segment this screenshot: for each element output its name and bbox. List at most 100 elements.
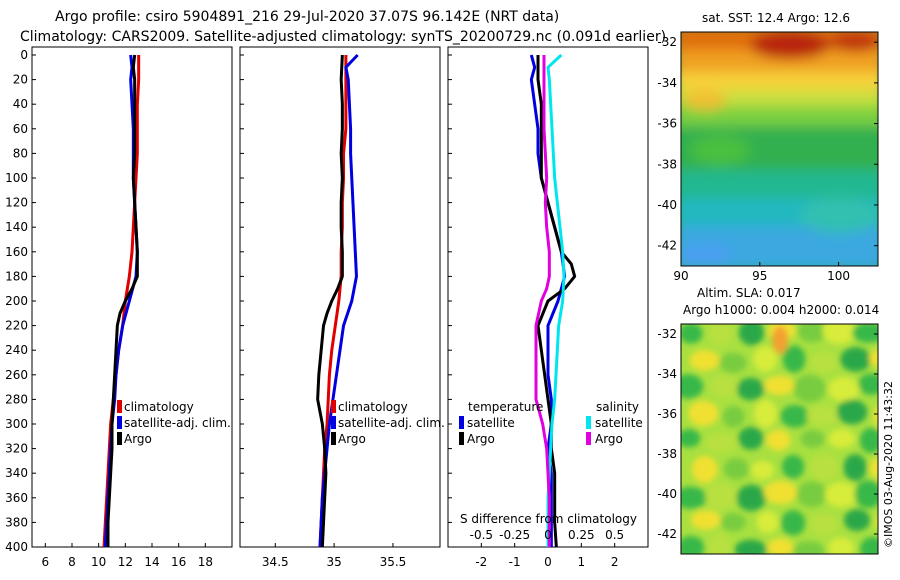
sla-blob xyxy=(859,427,878,454)
depth-tick-label: 380 xyxy=(5,515,28,529)
sla-blob xyxy=(681,486,708,509)
map-y-tick-label: -36 xyxy=(657,117,677,131)
series-argo xyxy=(316,54,344,548)
sla-blob xyxy=(753,346,778,372)
sla-blob xyxy=(766,429,791,451)
series-salinity-argo xyxy=(534,55,551,547)
legend-label-temp-argo: Argo xyxy=(467,432,495,446)
depth-tick-label: 120 xyxy=(5,196,28,210)
salinity-panel xyxy=(239,46,441,548)
sla-map-title-2: Argo h1000: 0.004 h2000: 0.014 xyxy=(683,303,879,317)
legend-label-sal-satellite: satellite xyxy=(595,416,643,430)
map-y-tick-label: -40 xyxy=(657,487,677,501)
sla-blob xyxy=(708,533,732,554)
credit-text: ©IMOS 03-Aug-2020 11:43:32 xyxy=(882,381,895,548)
x-tick-label: -1 xyxy=(509,555,521,569)
legend-swatch-argo xyxy=(331,432,336,445)
sla-blob xyxy=(809,352,838,373)
sla-blob xyxy=(828,376,860,402)
depth-tick-label: 260 xyxy=(5,368,28,382)
sla-map-image xyxy=(681,324,878,554)
sla-blob xyxy=(753,399,778,428)
sla-blob xyxy=(809,513,839,536)
x-tick-label: 10 xyxy=(91,555,106,569)
legend-label-satellite-adj: satellite-adj. clim. xyxy=(338,416,445,430)
sla-blob xyxy=(736,484,767,512)
x-tick-label: -2 xyxy=(475,555,487,569)
sla-blob xyxy=(681,535,705,554)
sla-blob xyxy=(719,352,747,374)
sla-blob xyxy=(681,324,703,344)
sla-blob xyxy=(780,404,810,428)
temperature-panel xyxy=(31,46,233,548)
x-tick-label: 2 xyxy=(611,555,619,569)
legend-swatch-climatology xyxy=(117,400,122,413)
sla-blob xyxy=(709,324,733,347)
x-tick-label: 1 xyxy=(578,555,586,569)
sla-blob xyxy=(681,374,704,399)
salinity-legend: climatology satellite-adj. clim. Argo xyxy=(331,400,445,446)
map-y-tick-label: -36 xyxy=(657,407,677,421)
sla-blob xyxy=(851,324,878,343)
sla-blob xyxy=(793,374,826,403)
sla-blob xyxy=(860,536,878,554)
sla-blob xyxy=(854,480,878,509)
s-tick-label: 0.25 xyxy=(568,528,595,542)
depth-tick-label: 20 xyxy=(13,73,28,87)
legend-swatch-temp-argo xyxy=(459,432,464,445)
depth-tick-label: 140 xyxy=(5,220,28,234)
map-y-tick-label: -40 xyxy=(657,198,677,212)
sla-blob xyxy=(688,400,719,427)
sla-blob xyxy=(750,460,774,480)
map-y-tick-label: -38 xyxy=(657,157,677,171)
sla-blob xyxy=(738,426,764,450)
depth-tick-label: 60 xyxy=(13,122,28,136)
sla-blob xyxy=(828,428,856,449)
sla-blob xyxy=(681,429,701,448)
sla-map-title-1: Altim. SLA: 0.017 xyxy=(697,286,801,300)
depth-tick-label: 0 xyxy=(20,48,28,62)
sla-blob xyxy=(705,433,738,453)
x-tick-label: 8 xyxy=(68,555,76,569)
sla-blob xyxy=(782,345,806,373)
legend-swatch-temp-satellite xyxy=(459,416,464,429)
x-tick-label: 18 xyxy=(198,555,213,569)
sst-map-title: sat. SST: 12.4 Argo: 12.6 xyxy=(702,11,850,25)
legend-heading-temperature: temperature xyxy=(468,400,543,414)
s-tick-label: 0 xyxy=(544,528,552,542)
map-y-tick-label: -38 xyxy=(657,447,677,461)
x-tick-label: 34.5 xyxy=(262,555,289,569)
legend-heading-salinity: salinity xyxy=(596,400,639,414)
title-line-2: Climatology: CARS2009. Satellite-adjuste… xyxy=(20,29,666,45)
sla-blob xyxy=(828,537,855,554)
sla-blob xyxy=(756,511,779,534)
depth-tick-label: 220 xyxy=(5,319,28,333)
legend-label-satellite-adj: satellite-adj. clim. xyxy=(124,416,231,430)
legend-label-climatology: climatology xyxy=(338,400,408,414)
map-y-tick-label: -42 xyxy=(657,527,677,541)
depth-tick-label: 100 xyxy=(5,171,28,185)
s-tick-label: -0.5 xyxy=(470,528,493,542)
sla-blob xyxy=(824,482,858,508)
s-tick-label: 0.5 xyxy=(605,528,624,542)
sla-blob xyxy=(800,429,825,448)
legend-label-argo: Argo xyxy=(338,432,366,446)
map-y-tick-label: -32 xyxy=(657,35,677,49)
sla-blob xyxy=(781,454,805,479)
sla-blob xyxy=(780,510,806,536)
s-tick-label: -0.25 xyxy=(499,528,530,542)
depth-tick-label: 400 xyxy=(5,540,28,554)
depth-tick-label: 320 xyxy=(5,442,28,456)
temperature-legend: climatology satellite-adj. clim. Argo xyxy=(117,400,231,446)
depth-tick-label: 80 xyxy=(13,146,28,160)
sla-blob xyxy=(806,405,840,427)
depth-tick-label: 340 xyxy=(5,466,28,480)
legend-swatch-sal-satellite xyxy=(586,416,591,429)
legend-swatch-sal-argo xyxy=(586,432,591,445)
map-x-tick-label: 95 xyxy=(752,269,767,283)
sla-blob xyxy=(689,349,720,371)
map-x-tick-label: 100 xyxy=(827,269,850,283)
temperature-plot: 6 8 10 12 14 16 18 xyxy=(42,54,213,569)
sla-blob xyxy=(836,399,868,425)
